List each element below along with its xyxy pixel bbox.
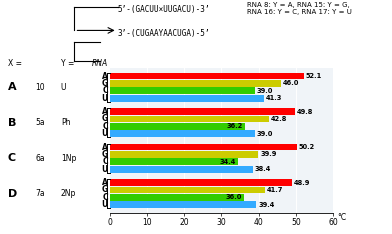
- Text: 3’-(CUGAAYAACUGA)-5’: 3’-(CUGAAYAACUGA)-5’: [118, 29, 210, 38]
- Text: 2Np: 2Np: [61, 189, 76, 198]
- Text: B: B: [8, 118, 16, 128]
- Text: G: G: [102, 150, 108, 159]
- Text: C: C: [102, 86, 108, 95]
- Text: Ph: Ph: [61, 118, 70, 127]
- Text: 48.9: 48.9: [294, 179, 310, 186]
- Text: A: A: [102, 107, 108, 116]
- Text: 6a: 6a: [35, 154, 45, 163]
- Text: RNA: RNA: [92, 59, 108, 68]
- Bar: [110, 194, 244, 201]
- Bar: [110, 166, 253, 173]
- Bar: [110, 80, 281, 87]
- Bar: [110, 158, 238, 165]
- Bar: [110, 179, 292, 186]
- Bar: [110, 73, 304, 79]
- Text: 34.4: 34.4: [220, 159, 236, 165]
- Text: C: C: [102, 193, 108, 202]
- Text: 38.4: 38.4: [255, 166, 271, 172]
- Bar: [110, 151, 258, 158]
- Bar: [110, 144, 297, 150]
- Text: 39.9: 39.9: [260, 151, 277, 157]
- Text: A: A: [102, 143, 108, 152]
- Text: D: D: [8, 189, 17, 199]
- Text: 41.3: 41.3: [265, 95, 282, 101]
- Text: Y =: Y =: [61, 59, 74, 68]
- Text: 36.0: 36.0: [226, 194, 242, 200]
- Text: C: C: [102, 122, 108, 131]
- Bar: [110, 116, 269, 122]
- Bar: [110, 123, 245, 130]
- Text: 5’-(GACUU×UUGACU)-3’: 5’-(GACUU×UUGACU)-3’: [118, 5, 210, 14]
- Text: 49.8: 49.8: [297, 109, 314, 114]
- Text: 5a: 5a: [35, 118, 45, 127]
- Text: 39.4: 39.4: [258, 202, 275, 208]
- Bar: [110, 95, 263, 102]
- Text: C: C: [8, 153, 16, 163]
- Text: C: C: [102, 157, 108, 166]
- Text: U: U: [102, 165, 108, 174]
- Text: A: A: [102, 178, 108, 187]
- Bar: [110, 201, 256, 208]
- Text: U: U: [61, 83, 66, 92]
- Text: U: U: [102, 129, 108, 138]
- Text: X =: X =: [8, 59, 22, 68]
- Text: RNA 8: Y = A, RNA 15: Y = G,
RNA 16: Y = C, RNA 17: Y = U: RNA 8: Y = A, RNA 15: Y = G, RNA 16: Y =…: [247, 2, 352, 15]
- Text: 52.1: 52.1: [306, 73, 322, 79]
- Text: 10: 10: [35, 83, 45, 92]
- Text: G: G: [102, 114, 108, 124]
- Text: G: G: [102, 185, 108, 194]
- Text: G: G: [102, 79, 108, 88]
- Bar: [110, 130, 255, 137]
- Text: °C: °C: [337, 213, 346, 223]
- Text: 7a: 7a: [35, 189, 45, 198]
- Text: A: A: [102, 72, 108, 80]
- Text: 39.0: 39.0: [257, 88, 273, 94]
- Text: 42.8: 42.8: [271, 116, 287, 122]
- Text: 36.2: 36.2: [227, 123, 243, 129]
- Text: 41.7: 41.7: [267, 187, 283, 193]
- Text: 46.0: 46.0: [283, 80, 299, 86]
- Text: 39.0: 39.0: [257, 131, 273, 137]
- Text: 1Np: 1Np: [61, 154, 76, 163]
- Bar: [110, 186, 265, 193]
- Text: U: U: [102, 94, 108, 103]
- Text: A: A: [8, 82, 16, 92]
- Bar: [110, 88, 255, 94]
- Bar: [110, 108, 295, 115]
- Text: 50.2: 50.2: [299, 144, 315, 150]
- Text: U: U: [102, 200, 108, 209]
